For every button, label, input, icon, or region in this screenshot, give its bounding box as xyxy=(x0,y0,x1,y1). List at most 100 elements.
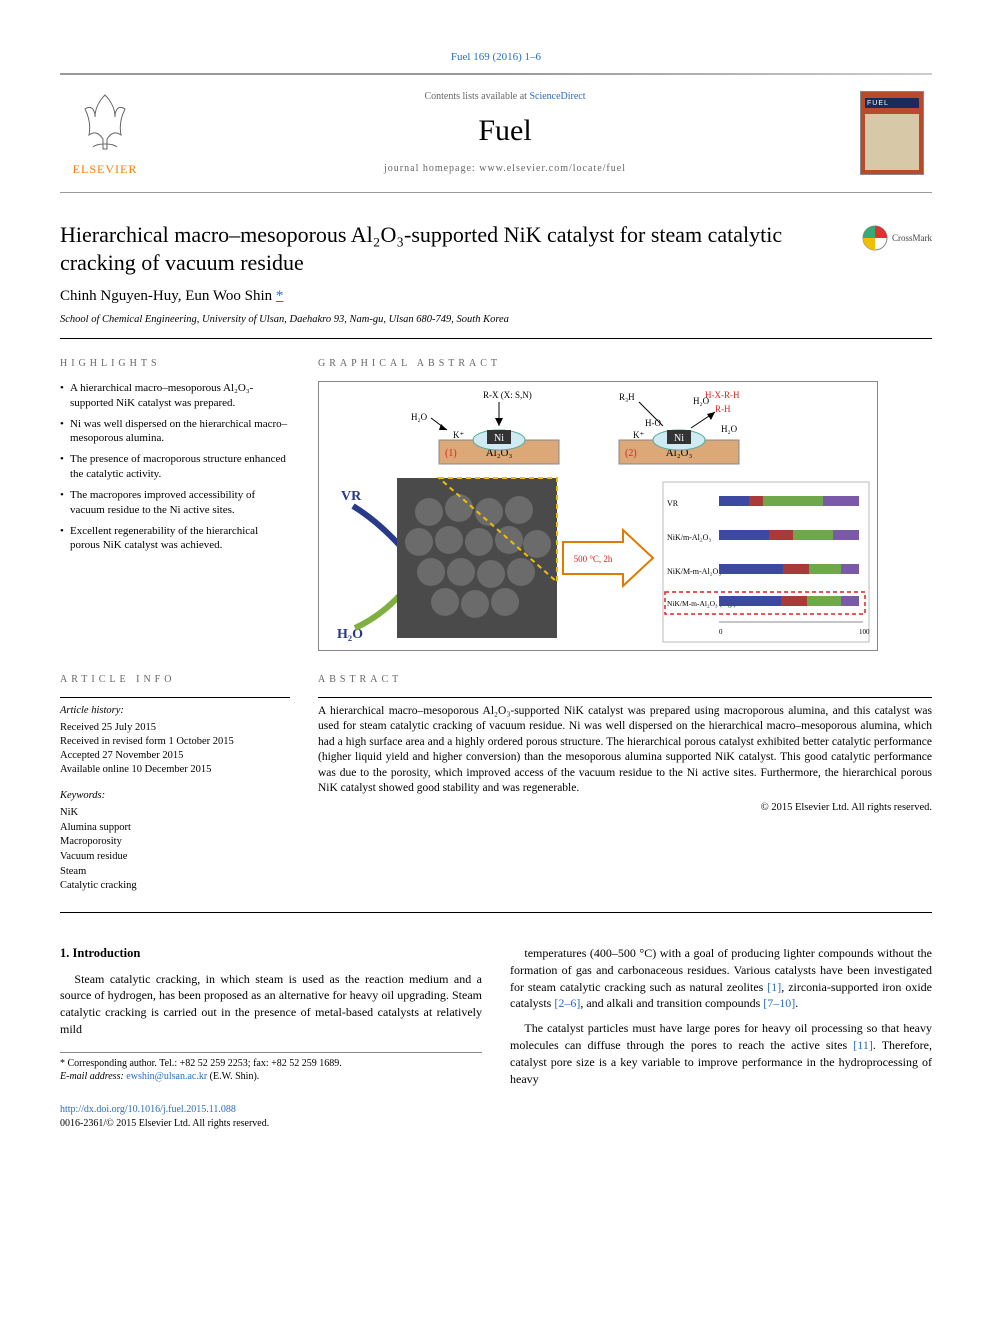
keyword: Catalytic cracking xyxy=(60,879,290,894)
highlights-label: HIGHLIGHTS xyxy=(60,357,290,371)
publisher-block: ELSEVIER xyxy=(60,87,150,178)
svg-text:H-O: H-O xyxy=(645,418,661,428)
keyword: Macroporosity xyxy=(60,835,290,850)
svg-text:(2): (2) xyxy=(625,448,637,459)
svg-text:R-H: R-H xyxy=(715,404,731,414)
intro-paragraph: The catalyst particles must have large p… xyxy=(510,1020,932,1087)
email-link[interactable]: ewshin@ulsan.ac.kr xyxy=(126,1071,207,1082)
doi-link[interactable]: http://dx.doi.org/10.1016/j.fuel.2015.11… xyxy=(60,1104,236,1115)
body-columns: 1. Introduction Steam catalytic cracking… xyxy=(60,945,932,1095)
svg-text:H-X-R-H: H-X-R-H xyxy=(705,390,740,400)
footnotes-block: * Corresponding author. Tel.: +82 52 259… xyxy=(60,1052,482,1083)
section-heading-intro: 1. Introduction xyxy=(60,945,482,963)
svg-text:H₂O: H₂O xyxy=(693,396,710,406)
crossmark-icon xyxy=(862,225,888,251)
keyword: Alumina support xyxy=(60,821,290,836)
info-abstract-row: ARTICLE INFO Article history: Received 2… xyxy=(60,673,932,894)
svg-text:NiK/m-Al₂O₃: NiK/m-Al₂O₃ xyxy=(667,533,711,542)
contents-line: Contents lists available at ScienceDirec… xyxy=(162,90,848,104)
keyword: Steam xyxy=(60,865,290,880)
history-heading: Article history: xyxy=(60,704,290,719)
intro-paragraph: Steam catalytic cracking, in which steam… xyxy=(60,971,482,1038)
keyword: Vacuum residue xyxy=(60,850,290,865)
elsevier-tree-icon xyxy=(69,87,141,159)
corresponding-marker[interactable]: * xyxy=(276,288,284,304)
masthead: ELSEVIER Contents lists available at Sci… xyxy=(60,79,932,193)
authors-line: Chinh Nguyen-Huy, Eun Woo Shin * xyxy=(60,286,932,307)
contents-prefix: Contents lists available at xyxy=(424,91,529,102)
graphical-abstract-col: GRAPHICAL ABSTRACT Al₂O₃ Ni K⁺ H₂O R- xyxy=(318,357,932,651)
svg-text:K⁺: K⁺ xyxy=(453,430,464,440)
ref-link[interactable]: [2–6] xyxy=(554,996,580,1010)
svg-text:H₂O: H₂O xyxy=(411,412,428,422)
svg-text:0: 0 xyxy=(719,628,723,636)
journal-cover-thumb: FUEL xyxy=(860,91,924,175)
homepage-url: www.elsevier.com/locate/fuel xyxy=(479,163,626,174)
article-title: Hierarchical macro–mesoporous Al₂O₃-supp… xyxy=(60,221,840,276)
graphical-abstract-figure: Al₂O₃ Ni K⁺ H₂O R-X (X: S,N) (1) xyxy=(318,381,878,651)
article-info-col: ARTICLE INFO Article history: Received 2… xyxy=(60,673,290,894)
keywords-heading: Keywords: xyxy=(60,789,290,804)
masthead-center: Contents lists available at ScienceDirec… xyxy=(162,90,848,176)
doi-block: http://dx.doi.org/10.1016/j.fuel.2015.11… xyxy=(60,1103,932,1131)
text-run: , and alkali and transition compounds xyxy=(580,996,763,1010)
graphical-abstract-label: GRAPHICAL ABSTRACT xyxy=(318,357,932,371)
ref-link[interactable]: [1] xyxy=(767,980,781,994)
cover-thumb-wrap: FUEL xyxy=(860,91,932,175)
abstract-label: ABSTRACT xyxy=(318,673,932,687)
article-info-label: ARTICLE INFO xyxy=(60,673,290,687)
email-label: E-mail address: xyxy=(60,1071,126,1082)
email-footnote: E-mail address: ewshin@ulsan.ac.kr (E.W.… xyxy=(60,1070,482,1083)
ref-link[interactable]: [11] xyxy=(853,1038,873,1052)
svg-text:500 °C, 2h: 500 °C, 2h xyxy=(574,554,613,564)
crossmark-label: CrossMark xyxy=(892,232,932,245)
abstract-col: ABSTRACT A hierarchical macro–mesoporous… xyxy=(318,673,932,894)
abstract-text: A hierarchical macro–mesoporous Al₂O₃-su… xyxy=(318,705,932,795)
svg-text:H₂O: H₂O xyxy=(721,424,738,434)
svg-text:Ni: Ni xyxy=(494,433,504,444)
history-line: Received in revised form 1 October 2015 xyxy=(60,735,290,749)
highlights-ga-row: HIGHLIGHTS A hierarchical macro–mesoporo… xyxy=(60,357,932,651)
history-line: Accepted 27 November 2015 xyxy=(60,749,290,763)
intro-paragraph: temperatures (400–500 °C) with a goal of… xyxy=(510,945,932,1012)
publisher-name: ELSEVIER xyxy=(60,161,150,178)
authors-names: Chinh Nguyen-Huy, Eun Woo Shin xyxy=(60,288,272,304)
svg-text:R-X (X: S,N): R-X (X: S,N) xyxy=(483,390,532,400)
title-block: Hierarchical macro–mesoporous Al₂O₃-supp… xyxy=(60,221,932,276)
svg-text:VR: VR xyxy=(341,489,362,504)
corresponding-footnote: * Corresponding author. Tel.: +82 52 259… xyxy=(60,1057,482,1070)
abstract-text-wrap: A hierarchical macro–mesoporous Al₂O₃-su… xyxy=(318,704,932,815)
svg-text:K⁺: K⁺ xyxy=(633,430,644,440)
crossmark-badge[interactable]: CrossMark xyxy=(862,225,932,251)
top-rule xyxy=(60,73,932,75)
text-run: . xyxy=(795,996,798,1010)
graphical-abstract-svg: Al₂O₃ Ni K⁺ H₂O R-X (X: S,N) (1) xyxy=(319,382,878,651)
cover-label: FUEL xyxy=(867,99,917,109)
highlight-item: A hierarchical macro–mesoporous Al₂O₃-su… xyxy=(60,381,290,411)
history-line: Available online 10 December 2015 xyxy=(60,763,290,777)
journal-name: Fuel xyxy=(162,110,848,152)
sciencedirect-link[interactable]: ScienceDirect xyxy=(529,91,585,102)
svg-text:R₃H: R₃H xyxy=(619,392,635,402)
highlight-item: The macropores improved accessibility of… xyxy=(60,488,290,518)
highlight-item: The presence of macroporous structure en… xyxy=(60,452,290,482)
ref-link[interactable]: [7–10] xyxy=(763,996,795,1010)
svg-text:NiK/M-m-Al₂O₃: NiK/M-m-Al₂O₃ xyxy=(667,567,721,576)
svg-text:(1): (1) xyxy=(445,448,457,459)
rule-after-affil xyxy=(60,338,932,339)
citation-line: Fuel 169 (2016) 1–6 xyxy=(60,50,932,65)
keyword: NiK xyxy=(60,806,290,821)
journal-homepage: journal homepage: www.elsevier.com/locat… xyxy=(162,162,848,176)
svg-text:100: 100 xyxy=(859,628,870,636)
svg-text:VR: VR xyxy=(667,499,679,508)
abstract-copyright: © 2015 Elsevier Ltd. All rights reserved… xyxy=(318,801,932,815)
highlights-list: A hierarchical macro–mesoporous Al₂O₃-su… xyxy=(60,381,290,553)
email-who: (E.W. Shin). xyxy=(207,1071,259,1082)
issn-copyright: 0016-2361/© 2015 Elsevier Ltd. All right… xyxy=(60,1118,269,1129)
highlight-item: Ni was well dispersed on the hierarchica… xyxy=(60,417,290,447)
highlights-col: HIGHLIGHTS A hierarchical macro–mesoporo… xyxy=(60,357,290,651)
history-line: Received 25 July 2015 xyxy=(60,721,290,735)
affiliation: School of Chemical Engineering, Universi… xyxy=(60,313,932,328)
svg-text:Ni: Ni xyxy=(674,433,684,444)
homepage-prefix: journal homepage: xyxy=(384,163,479,174)
